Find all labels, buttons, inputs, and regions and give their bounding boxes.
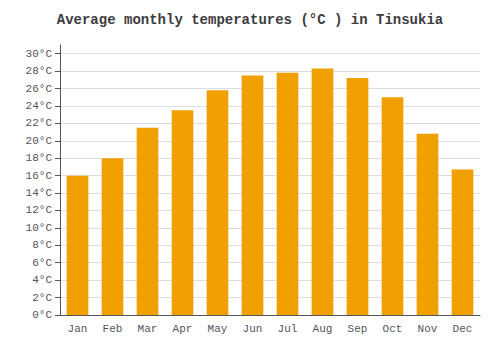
svg-text:Average monthly temperatures (: Average monthly temperatures (°C ) in Ti… (57, 12, 444, 28)
svg-text:8°C: 8°C (32, 239, 52, 251)
svg-text:18°C: 18°C (26, 152, 53, 164)
svg-text:Mar: Mar (138, 323, 158, 335)
svg-text:Jan: Jan (68, 323, 88, 335)
svg-text:Apr: Apr (173, 323, 193, 335)
svg-text:Sep: Sep (348, 323, 368, 335)
svg-text:May: May (208, 323, 228, 335)
svg-text:30°C: 30°C (26, 48, 53, 60)
svg-text:Jun: Jun (243, 323, 263, 335)
svg-text:Jul: Jul (278, 323, 298, 335)
svg-text:22°C: 22°C (26, 117, 53, 129)
svg-text:12°C: 12°C (26, 204, 53, 216)
svg-text:Aug: Aug (313, 323, 333, 335)
svg-text:Dec: Dec (453, 323, 473, 335)
svg-text:Nov: Nov (418, 323, 438, 335)
svg-text:14°C: 14°C (26, 187, 53, 199)
svg-text:Feb: Feb (103, 323, 123, 335)
svg-text:28°C: 28°C (26, 65, 53, 77)
svg-text:26°C: 26°C (26, 83, 53, 95)
svg-text:2°C: 2°C (32, 292, 52, 304)
svg-text:0°C: 0°C (32, 309, 52, 321)
svg-text:10°C: 10°C (26, 222, 53, 234)
svg-text:24°C: 24°C (26, 100, 53, 112)
svg-text:Oct: Oct (383, 323, 403, 335)
svg-text:6°C: 6°C (32, 257, 52, 269)
svg-text:16°C: 16°C (26, 170, 53, 182)
svg-text:4°C: 4°C (32, 274, 52, 286)
svg-text:20°C: 20°C (26, 135, 53, 147)
